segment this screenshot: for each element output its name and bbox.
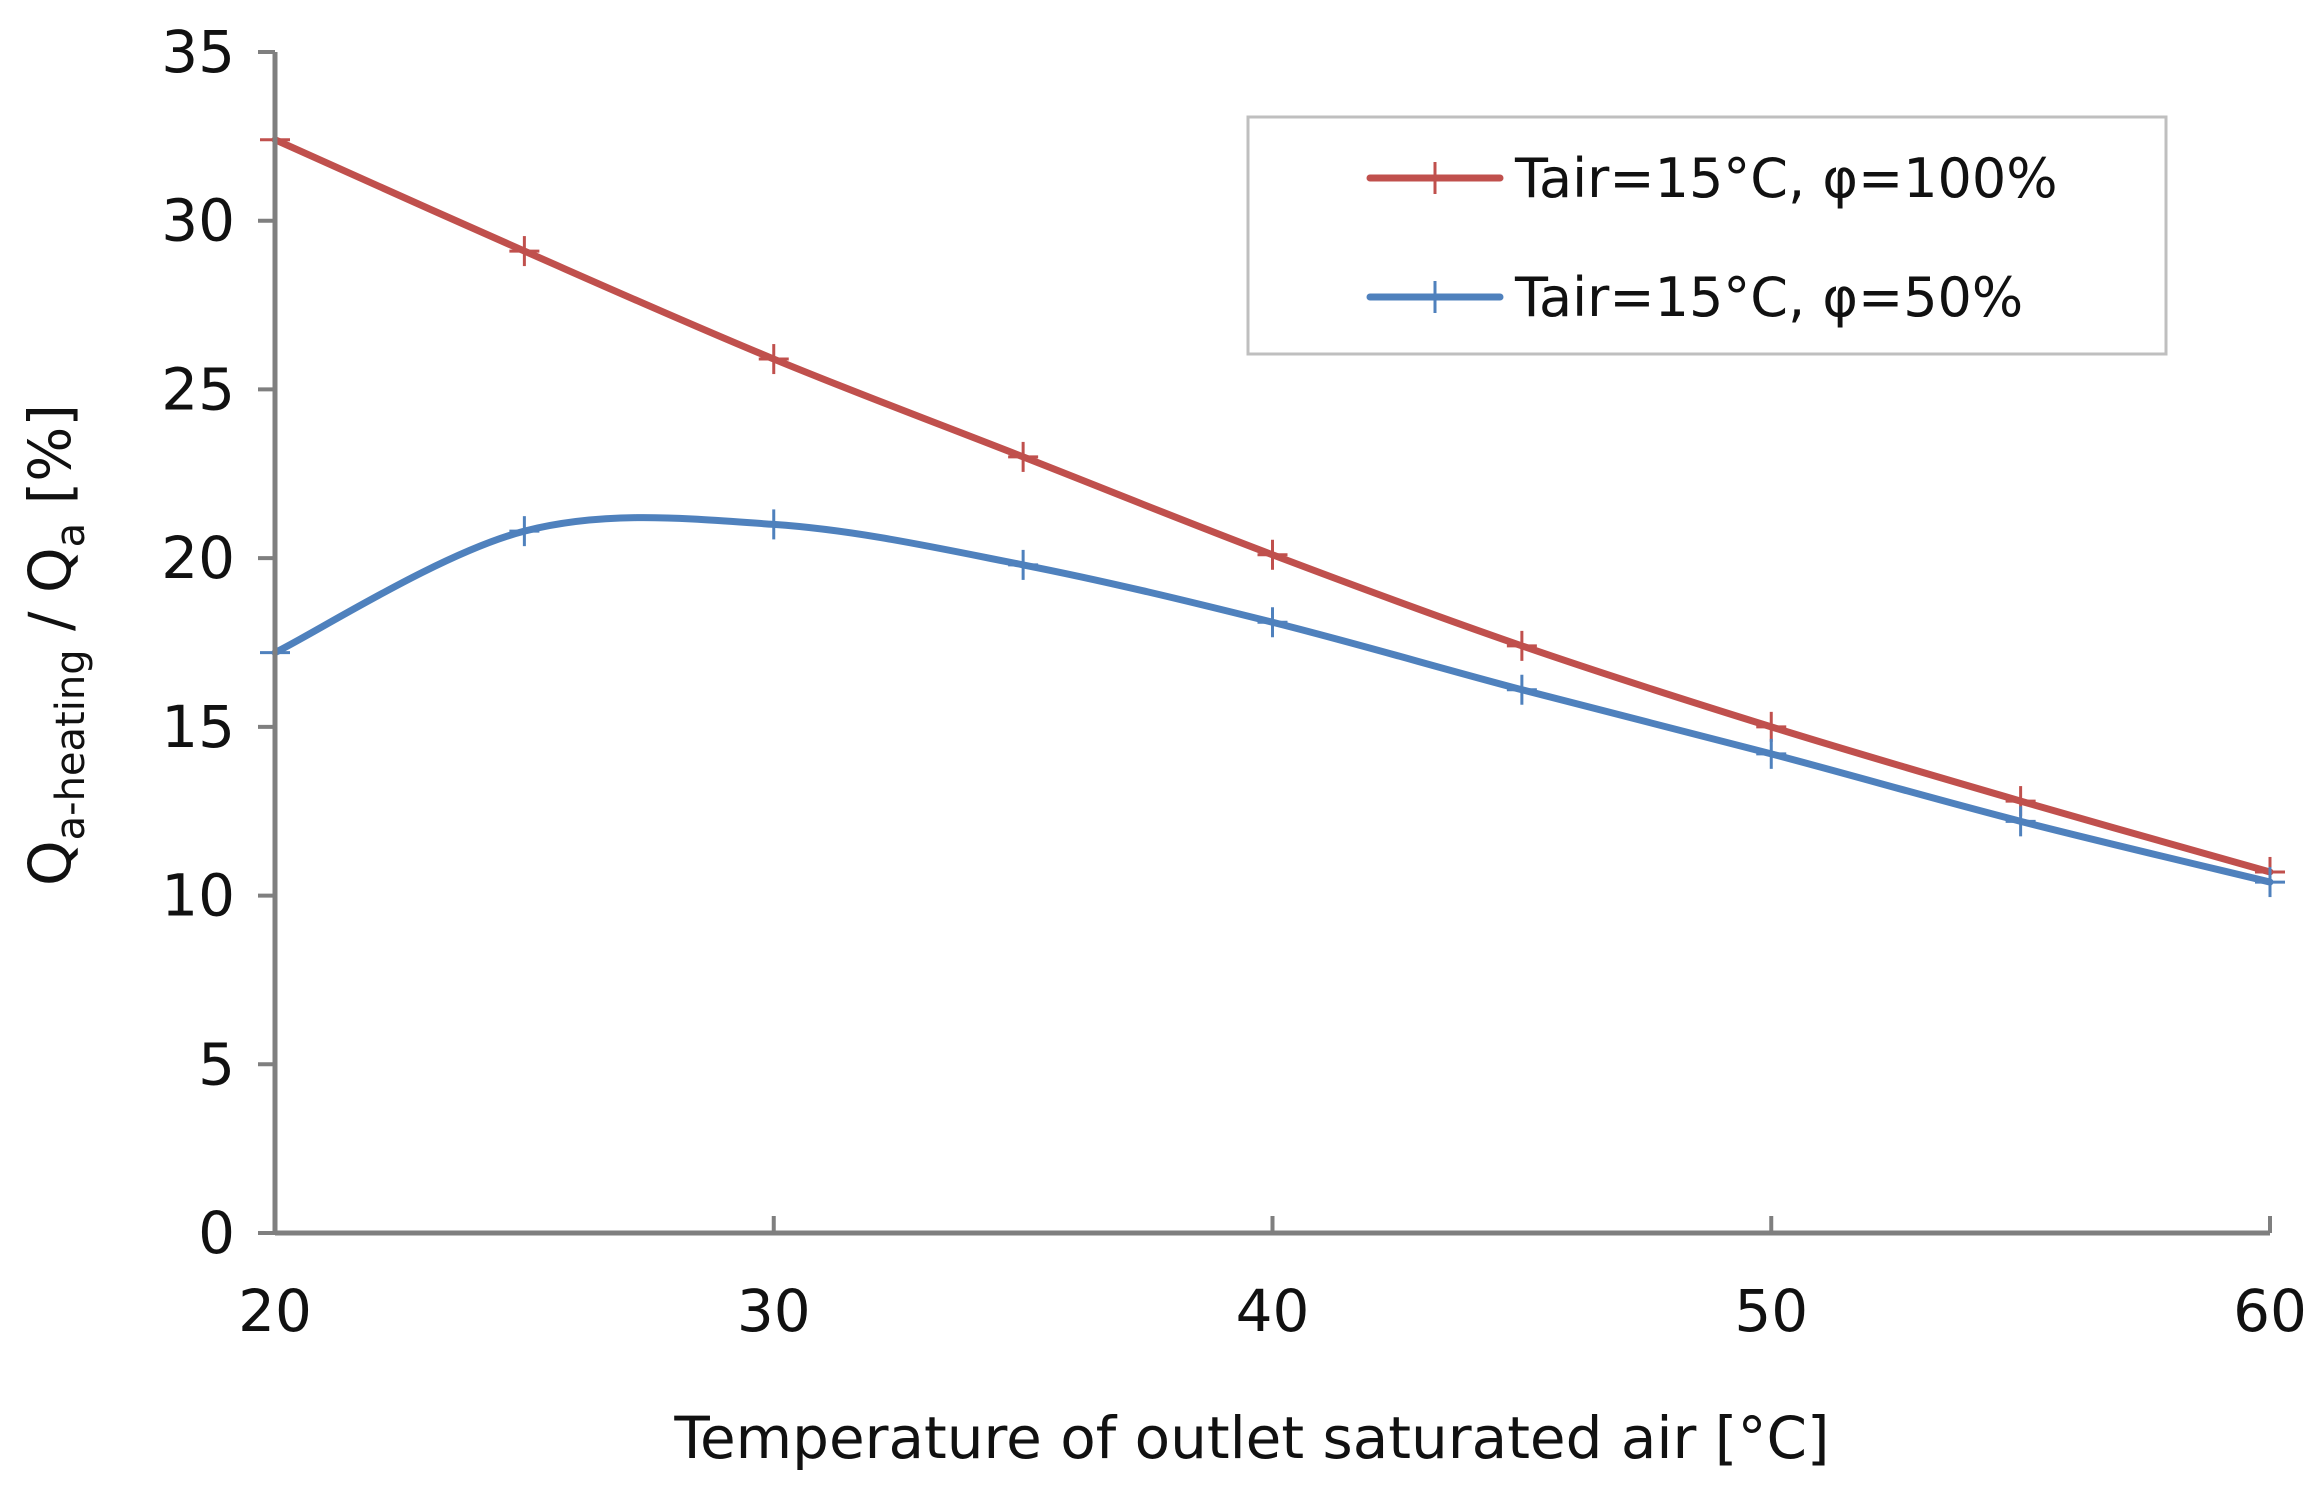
legend-label-series-2: Tair=15°C, φ=50% bbox=[1514, 266, 2023, 329]
legend-box bbox=[1246, 115, 2168, 356]
data-point bbox=[509, 236, 540, 267]
data-point bbox=[1756, 738, 1787, 769]
y-axis-title-q1: Q bbox=[16, 840, 84, 886]
y-tick-label: 0 bbox=[198, 1199, 235, 1267]
y-axis-title-sep: / Q bbox=[16, 547, 84, 649]
y-tick-label: 35 bbox=[161, 18, 235, 86]
data-point bbox=[1008, 549, 1039, 580]
y-tick-label: 15 bbox=[161, 693, 235, 761]
x-tick-label: 40 bbox=[1236, 1277, 1310, 1345]
data-point bbox=[1008, 441, 1039, 472]
series-layer bbox=[260, 124, 2285, 898]
y-axis-title-sub2: a bbox=[48, 523, 94, 548]
y-axis-title-unit: [%] bbox=[16, 404, 84, 523]
y-axis-title: Qa-heating / Qa [%] bbox=[16, 404, 94, 886]
legend-label-series-1: Tair=15°C, φ=100% bbox=[1514, 147, 2058, 210]
data-point bbox=[1506, 630, 1537, 661]
y-tick-label: 20 bbox=[161, 524, 235, 592]
x-axis-title: Temperature of outlet saturated air [°C] bbox=[673, 1404, 1829, 1472]
data-point bbox=[2005, 806, 2036, 837]
x-tick-label: 60 bbox=[2233, 1277, 2307, 1345]
data-point bbox=[1257, 539, 1288, 570]
legend: Tair=15°C, φ=100% Tair=15°C, φ=50% bbox=[1246, 115, 2168, 356]
data-point bbox=[1506, 674, 1537, 705]
data-point bbox=[758, 344, 789, 375]
data-point bbox=[1756, 711, 1787, 742]
series-line-2 bbox=[271, 514, 2274, 886]
data-point bbox=[758, 509, 789, 540]
x-tick-label: 30 bbox=[737, 1277, 811, 1345]
y-tick-label: 25 bbox=[161, 355, 235, 423]
y-tick-label: 5 bbox=[198, 1030, 235, 1098]
data-point bbox=[2255, 867, 2285, 898]
y-tick-label: 30 bbox=[161, 187, 235, 255]
data-point bbox=[1257, 607, 1288, 638]
data-point bbox=[509, 516, 540, 547]
x-tick-label: 20 bbox=[238, 1277, 312, 1345]
x-tick-label: 50 bbox=[1734, 1277, 1808, 1345]
y-axis-ticks: 0 5 10 15 20 25 30 35 bbox=[161, 18, 275, 1267]
x-axis-ticks: 20 30 40 50 60 bbox=[238, 1216, 2307, 1345]
y-axis-title-sub1: a-heating bbox=[48, 649, 94, 840]
y-tick-label: 10 bbox=[161, 862, 235, 930]
